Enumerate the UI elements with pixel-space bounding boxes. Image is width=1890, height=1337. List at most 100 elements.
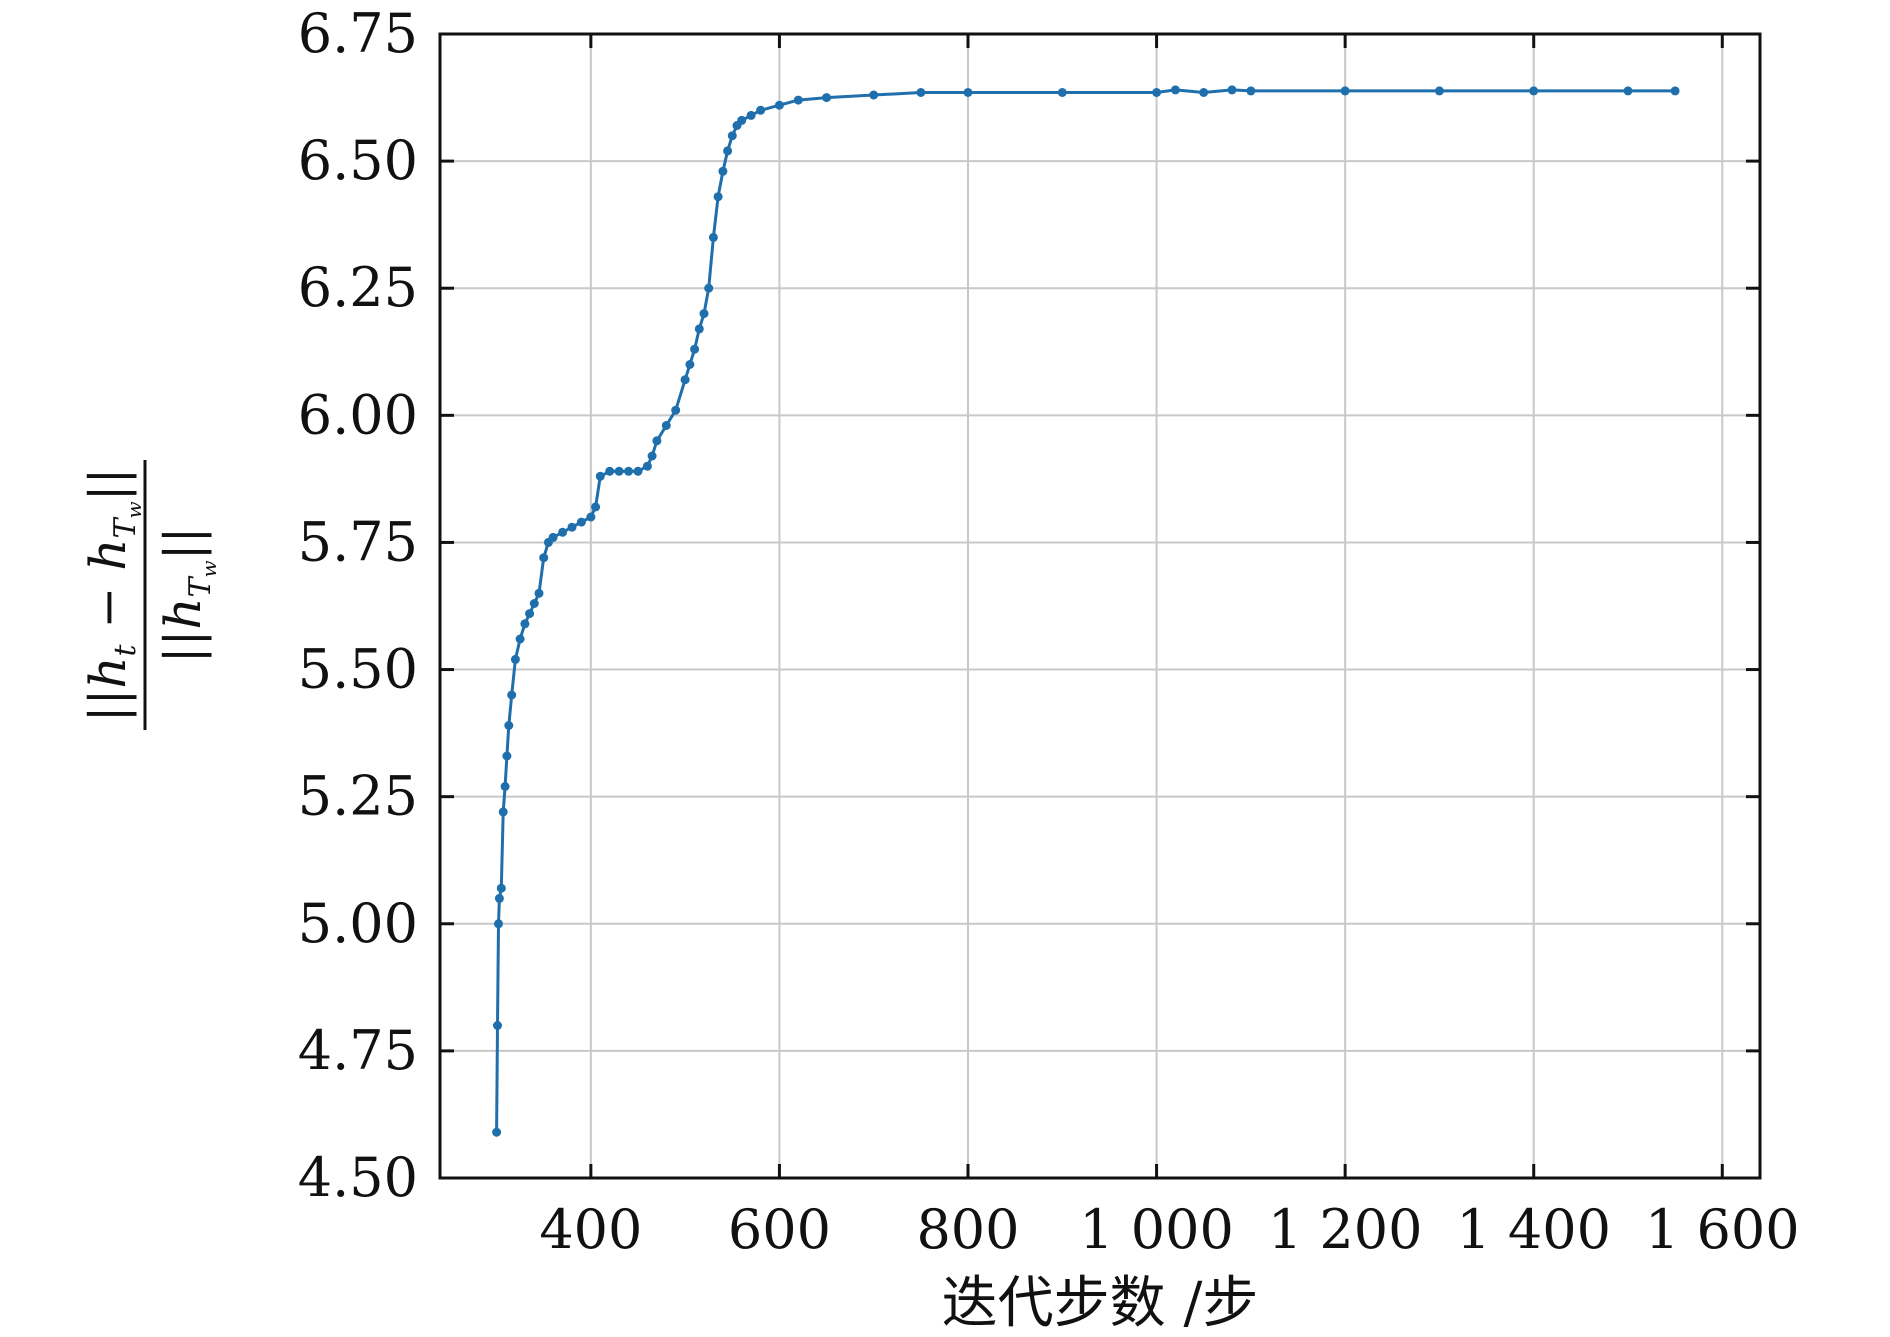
data-point <box>822 93 832 103</box>
data-point <box>713 192 723 202</box>
data-point <box>793 95 803 105</box>
data-point <box>614 466 624 476</box>
data-point <box>642 461 652 471</box>
data-point <box>1340 86 1350 96</box>
data-point <box>510 654 520 664</box>
data-point <box>496 883 506 893</box>
data-point <box>493 1021 502 1030</box>
y-numerator-sub-t: t <box>108 643 143 656</box>
data-point <box>756 105 766 115</box>
data-point <box>680 375 690 385</box>
y-numerator-sub-w: w <box>122 501 146 518</box>
x-tick-label: 1 000 <box>1079 1198 1234 1261</box>
data-point <box>694 324 704 334</box>
data-point <box>525 609 535 619</box>
data-point <box>576 517 586 527</box>
data-point <box>652 436 662 446</box>
x-tick-label: 1 600 <box>1645 1198 1800 1261</box>
y-denominator-open-bars: ||h <box>154 597 212 663</box>
data-point <box>746 110 756 120</box>
plot-frame <box>438 32 1762 1180</box>
data-point <box>520 619 530 629</box>
y-tick-label: 5.00 <box>298 892 418 955</box>
y-denominator-sub-w: w <box>197 560 221 577</box>
data-point <box>685 360 695 369</box>
data-point <box>529 599 539 608</box>
y-axis-label-denominator: ||hTw|| <box>154 527 221 664</box>
data-point <box>869 90 879 100</box>
series-line <box>495 88 1676 1133</box>
data-point <box>708 232 718 242</box>
y-tick-label: 5.25 <box>298 765 418 828</box>
x-tick-label: 400 <box>539 1198 642 1261</box>
y-tick-label: 6.25 <box>298 256 418 319</box>
y-tick-label: 5.75 <box>298 510 418 573</box>
x-tick-label: 600 <box>728 1198 831 1261</box>
x-tick-label: 800 <box>916 1198 1019 1261</box>
grid-lines <box>440 33 1760 1179</box>
data-point <box>494 893 504 903</box>
data-point <box>1199 88 1209 97</box>
y-numerator-sub-T: T <box>108 516 143 538</box>
data-point <box>690 344 700 354</box>
data-point <box>534 588 544 598</box>
y-tick-label: 6.75 <box>298 2 418 65</box>
y-tick-label: 4.50 <box>298 1146 418 1209</box>
data-point <box>624 466 634 476</box>
y-tick-label: 5.50 <box>298 638 418 701</box>
data-point <box>1246 86 1256 96</box>
y-tick-labels: 4.50 4.75 5.00 5.25 5.50 5.75 6.00 6.25 6.50 6.75 <box>298 2 418 1209</box>
data-point <box>605 466 615 476</box>
data-point <box>1170 85 1180 95</box>
data-point <box>671 405 681 415</box>
data-point <box>558 527 568 537</box>
data-point <box>504 721 514 730</box>
data-point <box>1529 86 1539 96</box>
data-point <box>500 782 510 791</box>
data-point <box>586 512 596 522</box>
y-denominator-close-bars: || <box>154 527 212 561</box>
data-point <box>591 502 601 512</box>
data-point <box>647 451 657 461</box>
data-point <box>1623 86 1633 96</box>
data-point <box>727 131 737 141</box>
data-point <box>567 522 577 532</box>
series-layer <box>492 85 1680 1137</box>
data-point <box>1152 88 1162 97</box>
data-point <box>595 471 605 481</box>
x-tick-label: 1 400 <box>1456 1198 1611 1261</box>
y-tick-label: 6.00 <box>298 383 418 446</box>
data-point <box>492 1127 502 1137</box>
data-point <box>963 88 973 97</box>
data-point <box>1434 86 1444 96</box>
data-point <box>916 88 926 97</box>
data-point <box>699 309 709 319</box>
data-point <box>548 532 558 542</box>
data-point <box>774 100 784 110</box>
data-point <box>718 166 728 176</box>
data-point <box>1057 88 1067 97</box>
y-denominator-sub-T: T <box>183 575 218 597</box>
x-tick-label: 1 200 <box>1268 1198 1423 1261</box>
data-point <box>633 466 643 476</box>
x-tick-labels: 400 600 800 1 000 1 200 1 400 1 600 <box>539 1198 1799 1261</box>
data-point <box>498 807 508 817</box>
data-point <box>704 283 714 293</box>
data-point <box>737 115 747 125</box>
y-numerator-close-bars: || <box>79 468 137 502</box>
data-point <box>502 751 512 761</box>
data-point <box>723 146 733 156</box>
y-numerator-minus: − h <box>79 538 137 644</box>
y-axis-label: ||ht − hTw|| ||hTw|| <box>79 460 221 730</box>
axis-ticks <box>440 32 1760 1180</box>
y-numerator-open-bars: ||h <box>79 656 137 722</box>
data-point <box>507 690 517 700</box>
data-point <box>539 553 549 563</box>
data-point <box>1227 85 1237 95</box>
data-point <box>515 634 525 644</box>
data-point <box>661 421 671 430</box>
y-tick-label: 6.50 <box>298 129 418 192</box>
y-tick-label: 4.75 <box>298 1019 418 1082</box>
x-axis-label: 迭代步数 /步 <box>942 1271 1259 1336</box>
